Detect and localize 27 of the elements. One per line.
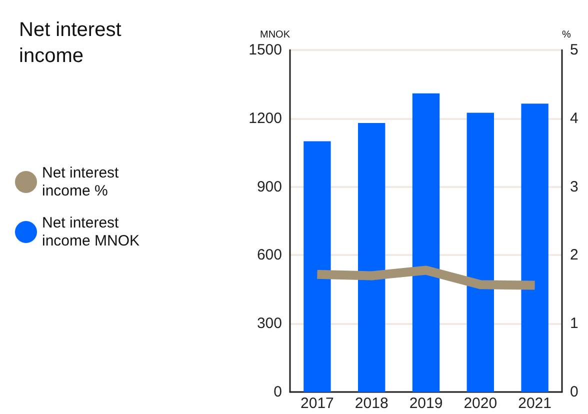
bar bbox=[304, 141, 331, 392]
x-tick-label: 2019 bbox=[409, 395, 443, 412]
y-tick-label: 600 bbox=[256, 246, 282, 264]
y2-tick-label: 5 bbox=[570, 42, 578, 58]
legend-label: Net interest income % bbox=[42, 164, 123, 200]
bar bbox=[412, 93, 440, 392]
x-tick-label: 2020 bbox=[464, 395, 498, 412]
y-tick-label: 1200 bbox=[248, 110, 282, 127]
y2-tick-label: 4 bbox=[570, 110, 578, 127]
x-tick-label: 2018 bbox=[354, 395, 388, 412]
y-tick-label: 0 bbox=[274, 384, 282, 400]
y2-tick-label: 3 bbox=[570, 178, 578, 196]
y-tick-label: 300 bbox=[256, 315, 282, 332]
y-tick-label: 900 bbox=[256, 178, 282, 196]
bar bbox=[466, 112, 494, 392]
y-tick-label: 1500 bbox=[248, 42, 282, 58]
y2-axis-title: % bbox=[562, 30, 571, 40]
x-tick-label: 2017 bbox=[300, 395, 334, 412]
text: Net interest income bbox=[19, 19, 127, 67]
x-tick-label: 2021 bbox=[518, 395, 552, 412]
y2-tick-label: 0 bbox=[570, 384, 578, 400]
bar bbox=[521, 104, 548, 392]
bar bbox=[358, 122, 386, 392]
y2-tick-label: 1 bbox=[570, 315, 578, 332]
y2-tick-label: 2 bbox=[570, 246, 578, 264]
legend-label: Net interest income MNOK bbox=[42, 214, 140, 250]
y-axis-title: MNOK bbox=[260, 30, 290, 40]
